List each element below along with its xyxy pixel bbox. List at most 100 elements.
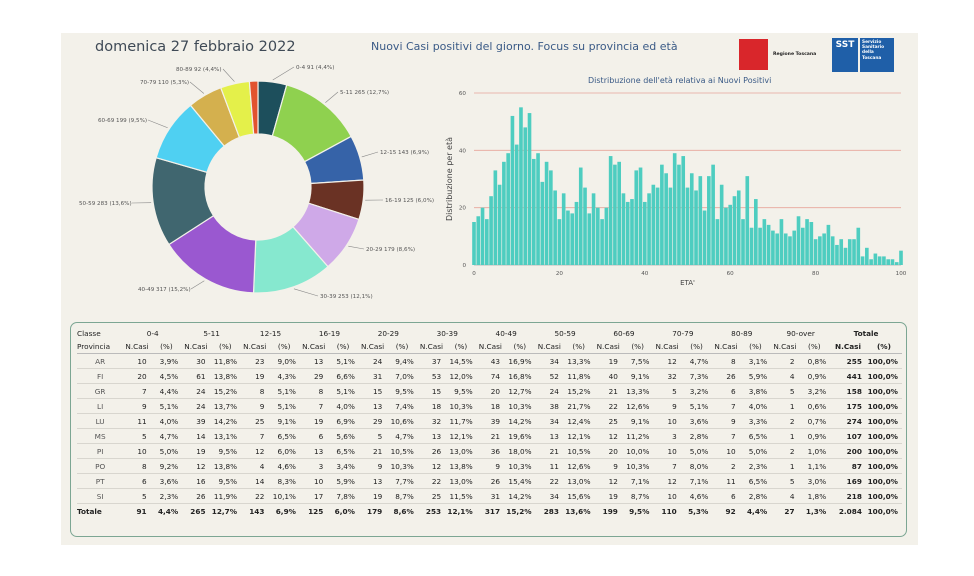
histogram-bar[interactable] bbox=[604, 207, 609, 265]
histogram-bar[interactable] bbox=[664, 173, 668, 265]
histogram-bar[interactable] bbox=[852, 239, 856, 265]
histogram-bar[interactable] bbox=[886, 259, 891, 265]
histogram-bar[interactable] bbox=[493, 170, 498, 265]
histogram-bar[interactable] bbox=[570, 213, 575, 265]
histogram-bar[interactable] bbox=[843, 247, 848, 265]
histogram-bar[interactable] bbox=[578, 167, 583, 265]
histogram-bar[interactable] bbox=[561, 193, 566, 265]
histogram-bar[interactable] bbox=[540, 181, 545, 265]
histogram-bar[interactable] bbox=[497, 184, 502, 265]
histogram-bar[interactable] bbox=[583, 187, 587, 265]
histogram-bar[interactable] bbox=[818, 236, 822, 265]
histogram-bar[interactable] bbox=[677, 164, 681, 265]
histogram-bar[interactable] bbox=[484, 219, 489, 265]
histogram-bar[interactable] bbox=[621, 193, 626, 265]
histogram-bar[interactable] bbox=[596, 207, 600, 265]
histogram-bar[interactable] bbox=[472, 222, 476, 265]
histogram-bar[interactable] bbox=[514, 144, 519, 265]
donut-slice[interactable] bbox=[248, 80, 259, 135]
histogram-bar[interactable] bbox=[882, 256, 886, 265]
histogram-bar[interactable] bbox=[779, 219, 784, 265]
histogram-bar[interactable] bbox=[873, 253, 878, 265]
histogram-bar[interactable] bbox=[890, 259, 895, 265]
histogram-bar[interactable] bbox=[574, 201, 579, 265]
histogram-bar[interactable] bbox=[822, 233, 826, 265]
histogram-bar[interactable] bbox=[694, 190, 698, 265]
histogram-bar[interactable] bbox=[689, 173, 694, 265]
histogram-bar[interactable] bbox=[835, 244, 839, 265]
histogram-bar[interactable] bbox=[809, 222, 814, 265]
histogram-bar[interactable] bbox=[830, 236, 835, 265]
histogram-bar[interactable] bbox=[566, 210, 570, 265]
histogram-bar[interactable] bbox=[544, 161, 549, 265]
histogram-bar[interactable] bbox=[613, 164, 617, 265]
histogram-bar[interactable] bbox=[715, 219, 720, 265]
histogram-bar[interactable] bbox=[536, 153, 540, 265]
histogram-bar[interactable] bbox=[860, 256, 865, 265]
histogram-bar[interactable] bbox=[724, 207, 728, 265]
histogram-bar[interactable] bbox=[591, 193, 596, 265]
histogram-bar[interactable] bbox=[899, 250, 903, 265]
histogram-bar[interactable] bbox=[856, 227, 861, 265]
histogram-bar[interactable] bbox=[702, 210, 707, 265]
histogram-bar[interactable] bbox=[783, 233, 788, 265]
histogram-bar[interactable] bbox=[587, 213, 592, 265]
histogram-bar[interactable] bbox=[634, 170, 639, 265]
histogram-bar[interactable] bbox=[800, 227, 805, 265]
histogram-bar[interactable] bbox=[660, 164, 664, 265]
histogram-bar[interactable] bbox=[805, 219, 809, 265]
histogram-bar[interactable] bbox=[754, 199, 758, 265]
histogram-bar[interactable] bbox=[745, 176, 750, 265]
histogram-bar[interactable] bbox=[728, 204, 733, 265]
histogram-bar[interactable] bbox=[651, 184, 656, 265]
histogram-bar[interactable] bbox=[869, 259, 873, 265]
histogram-bar[interactable] bbox=[741, 219, 745, 265]
histogram-bar[interactable] bbox=[630, 199, 634, 265]
histogram-bar[interactable] bbox=[668, 187, 673, 265]
histogram-bar[interactable] bbox=[600, 219, 604, 265]
histogram-bar[interactable] bbox=[749, 227, 754, 265]
histogram-bar[interactable] bbox=[506, 153, 510, 265]
histogram-bar[interactable] bbox=[685, 187, 690, 265]
histogram-bar[interactable] bbox=[792, 230, 797, 265]
histogram-bar[interactable] bbox=[788, 236, 792, 265]
histogram-bar[interactable] bbox=[877, 256, 882, 265]
histogram-bar[interactable] bbox=[617, 161, 621, 265]
histogram-bar[interactable] bbox=[480, 207, 485, 265]
histogram-bar[interactable] bbox=[762, 219, 767, 265]
histogram-bar[interactable] bbox=[698, 176, 703, 265]
histogram-bar[interactable] bbox=[608, 156, 613, 265]
histogram-bar[interactable] bbox=[476, 216, 481, 265]
histogram-bar[interactable] bbox=[771, 230, 775, 265]
histogram-bar[interactable] bbox=[681, 156, 686, 265]
histogram-bar[interactable] bbox=[510, 115, 515, 265]
histogram-bar[interactable] bbox=[736, 190, 741, 265]
histogram-bar[interactable] bbox=[839, 239, 844, 265]
histogram-bar[interactable] bbox=[672, 153, 677, 265]
histogram-bar[interactable] bbox=[553, 190, 557, 265]
histogram-bar[interactable] bbox=[894, 262, 899, 265]
histogram-bar[interactable] bbox=[707, 176, 711, 265]
histogram-bar[interactable] bbox=[523, 127, 528, 266]
histogram-bar[interactable] bbox=[625, 201, 630, 265]
histogram-bar[interactable] bbox=[847, 239, 852, 265]
histogram-bar[interactable] bbox=[766, 224, 771, 265]
histogram-bar[interactable] bbox=[711, 164, 715, 265]
histogram-bar[interactable] bbox=[638, 167, 643, 265]
histogram-bar[interactable] bbox=[549, 170, 553, 265]
histogram-bar[interactable] bbox=[531, 158, 536, 265]
histogram-bar[interactable] bbox=[557, 219, 562, 265]
histogram-bar[interactable] bbox=[758, 227, 762, 265]
histogram-bar[interactable] bbox=[502, 161, 506, 265]
histogram-bar[interactable] bbox=[865, 247, 869, 265]
histogram-bar[interactable] bbox=[775, 233, 779, 265]
histogram-bar[interactable] bbox=[489, 196, 493, 265]
histogram-bar[interactable] bbox=[719, 184, 724, 265]
histogram-bar[interactable] bbox=[655, 187, 660, 265]
histogram-bar[interactable] bbox=[642, 201, 647, 265]
histogram-bar[interactable] bbox=[813, 239, 818, 265]
histogram-bar[interactable] bbox=[527, 113, 532, 265]
histogram-bar[interactable] bbox=[519, 107, 523, 265]
histogram-bar[interactable] bbox=[647, 193, 651, 265]
histogram-bar[interactable] bbox=[826, 224, 831, 265]
